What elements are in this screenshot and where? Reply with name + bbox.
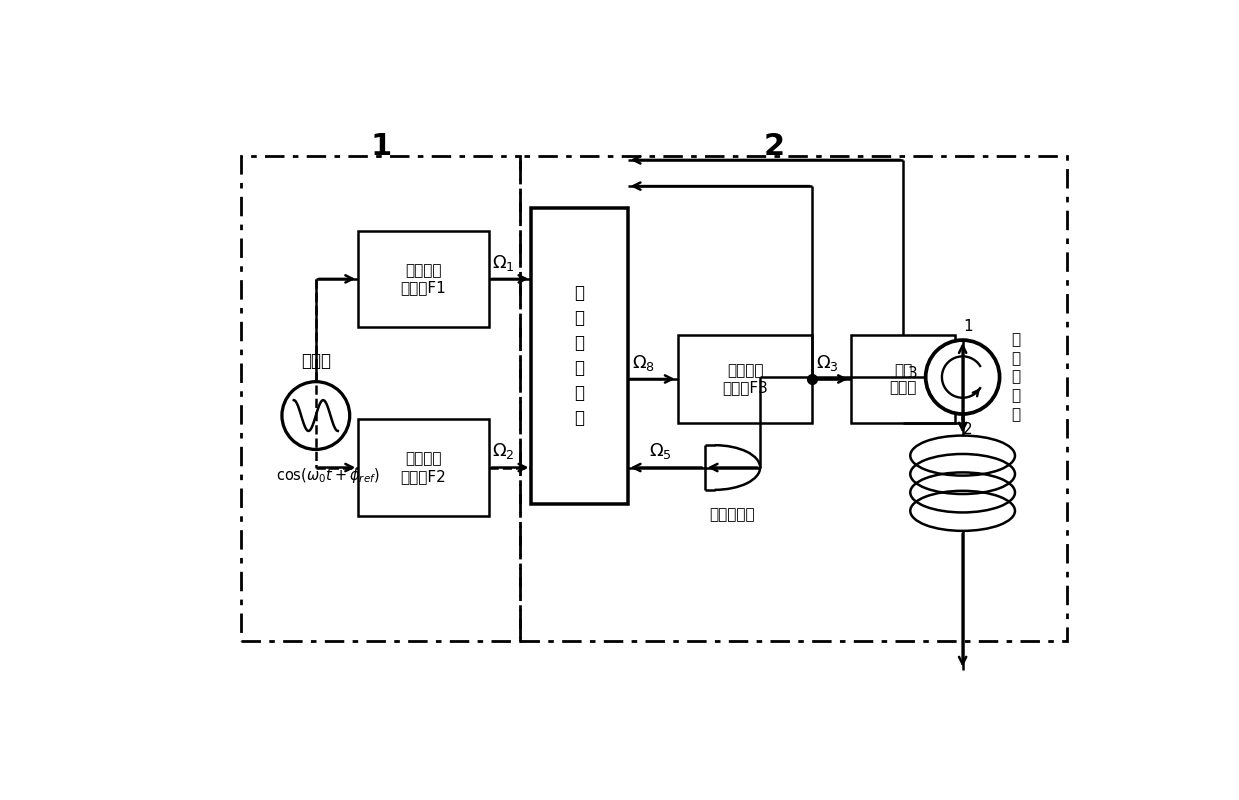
Text: 1: 1 [370, 131, 392, 161]
Text: 光
纤
环
形
器: 光 纤 环 形 器 [1011, 332, 1020, 422]
Text: 2: 2 [763, 131, 784, 161]
Bar [520, 156, 1067, 641]
Circle shape [282, 382, 349, 450]
Text: $\Omega_3$: $\Omega_3$ [817, 353, 839, 373]
Bar [358, 419, 489, 516]
Bar [358, 230, 489, 327]
Circle shape [926, 340, 1000, 414]
Text: 1: 1 [963, 319, 973, 334]
Text: $\Omega_2$: $\Omega_2$ [492, 442, 515, 462]
Text: 第
一
比
相
单
元: 第 一 比 相 单 元 [575, 284, 585, 427]
Text: 基准钟: 基准钟 [301, 352, 331, 370]
Text: 第一
激光器: 第一 激光器 [890, 362, 917, 395]
Text: 2: 2 [963, 422, 973, 437]
Text: 第一探测器: 第一探测器 [710, 506, 756, 522]
Text: 第三频率
振赡器F3: 第三频率 振赡器F3 [722, 362, 768, 395]
Text: $\Omega_5$: $\Omega_5$ [649, 442, 672, 462]
Text: $\cos(\omega_0 t+\phi_{ref})$: $\cos(\omega_0 t+\phi_{ref})$ [276, 466, 379, 486]
Text: $\Omega_8$: $\Omega_8$ [632, 353, 654, 373]
Text: $\Omega_1$: $\Omega_1$ [492, 253, 515, 273]
Text: 第一频率
振赡器F1: 第一频率 振赡器F1 [400, 262, 446, 295]
Text: 3: 3 [908, 366, 918, 381]
Bar [532, 208, 628, 504]
Bar [678, 334, 813, 423]
Bar [242, 156, 520, 641]
Text: 第二频率
振赡器F2: 第二频率 振赡器F2 [400, 451, 446, 484]
Bar [851, 334, 955, 423]
